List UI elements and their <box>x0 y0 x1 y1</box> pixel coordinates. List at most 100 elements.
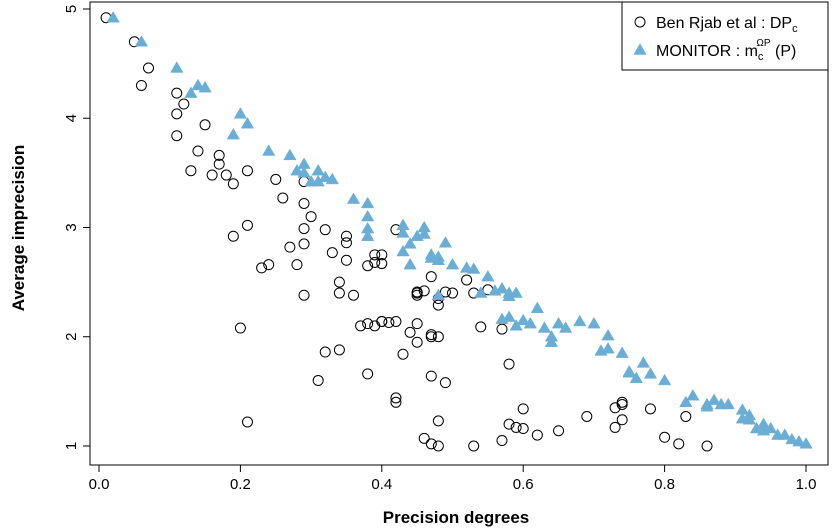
data-point-triangle <box>799 437 813 449</box>
data-point-triangle <box>106 11 120 23</box>
data-point-triangle <box>417 227 431 239</box>
legend-label: Ben Rjab et al : DPc <box>656 15 798 35</box>
y-tick-label: 4 <box>63 114 80 122</box>
x-tick-label: 0.6 <box>513 476 534 493</box>
data-point-circle <box>227 178 239 190</box>
data-point-circle <box>432 440 444 452</box>
data-point-circle <box>673 438 685 450</box>
data-point-circle <box>206 169 218 181</box>
data-point-circle <box>213 158 225 170</box>
data-point-circle <box>171 108 183 120</box>
data-point-circle <box>298 289 310 301</box>
data-point-circle <box>659 431 671 443</box>
data-point-circle <box>348 289 360 301</box>
data-point-triangle <box>615 346 629 358</box>
data-point-triangle <box>679 395 693 408</box>
data-point-triangle <box>509 286 523 298</box>
data-point-circle <box>333 344 345 356</box>
data-point-circle <box>425 438 437 450</box>
data-point-triangle <box>184 86 198 98</box>
data-point-circle <box>411 318 423 330</box>
data-point-circle <box>432 331 444 343</box>
data-point-circle <box>213 149 225 161</box>
data-point-circle <box>234 322 246 334</box>
data-point-triangle <box>495 281 509 294</box>
data-point-circle <box>397 348 409 360</box>
data-point-triangle <box>233 107 248 119</box>
data-point-circle <box>263 259 275 271</box>
data-point-circle <box>390 392 402 404</box>
data-point-circle <box>461 274 473 286</box>
data-point-circle <box>616 396 628 408</box>
data-point-circle <box>517 423 529 435</box>
data-point-triangle <box>481 269 495 282</box>
data-point-triangle <box>721 397 735 410</box>
plot-area <box>89 1 829 466</box>
data-point-circle <box>185 165 197 177</box>
data-point-circle <box>241 416 253 428</box>
data-point-circle <box>298 223 310 235</box>
data-point-circle <box>333 276 345 288</box>
data-point-triangle <box>396 226 410 238</box>
data-point-triangle <box>601 342 615 354</box>
data-point-circle <box>340 254 352 266</box>
data-point-circle <box>376 249 388 261</box>
data-point-triangle <box>226 127 240 140</box>
data-point-triangle <box>686 389 700 401</box>
data-point-circle <box>227 230 239 242</box>
data-point-triangle <box>325 172 339 185</box>
data-point-circle <box>432 299 444 311</box>
data-point-circle <box>312 374 324 386</box>
data-point-circle <box>362 368 374 380</box>
data-point-circle <box>468 440 480 452</box>
x-tick-label: 0.4 <box>371 476 392 493</box>
legend-label: MONITOR : mcΩP (P) <box>656 38 796 63</box>
data-point-circle <box>192 145 204 157</box>
data-point-circle <box>439 377 451 389</box>
data-point-triangle <box>361 229 375 241</box>
data-point-circle <box>199 119 211 131</box>
data-point-circle <box>284 241 296 253</box>
data-point-circle <box>503 358 515 370</box>
data-point-triangle <box>262 144 276 156</box>
data-point-circle <box>553 425 565 437</box>
data-point-circle <box>609 421 621 433</box>
data-point-circle <box>319 224 331 236</box>
data-point-triangle <box>318 170 332 182</box>
data-point-circle <box>369 320 381 332</box>
y-tick-label: 5 <box>63 5 80 13</box>
data-point-triangle <box>467 262 481 274</box>
data-point-triangle <box>438 236 453 248</box>
data-point-triangle <box>544 335 559 347</box>
data-point-triangle <box>516 313 530 326</box>
data-point-circle <box>439 286 451 298</box>
data-point-triangle <box>629 371 643 383</box>
data-point-triangle <box>431 288 445 300</box>
data-point-circle <box>425 370 437 382</box>
data-point-circle <box>411 286 423 298</box>
data-point-triangle <box>530 301 544 314</box>
data-point-circle <box>171 87 183 99</box>
data-point-circle <box>581 411 593 423</box>
data-point-circle <box>496 323 508 335</box>
legend-box <box>621 1 829 71</box>
data-point-circle <box>355 320 367 332</box>
data-point-triangle <box>290 163 304 176</box>
data-point-triangle <box>742 413 757 425</box>
data-point-circle <box>376 315 388 327</box>
series-2 <box>106 11 813 449</box>
data-point-triangle <box>431 253 445 265</box>
data-point-triangle <box>636 356 651 368</box>
data-point-triangle <box>657 373 672 386</box>
data-point-triangle <box>587 316 601 329</box>
data-point-triangle <box>361 196 375 209</box>
data-point-triangle <box>191 78 205 91</box>
series-1 <box>100 12 713 452</box>
data-point-circle <box>531 429 543 441</box>
data-point-circle <box>644 403 656 415</box>
data-point-circle <box>475 321 487 333</box>
data-point-triangle <box>445 257 460 270</box>
data-point-circle <box>680 411 692 423</box>
data-point-circle <box>326 247 338 259</box>
